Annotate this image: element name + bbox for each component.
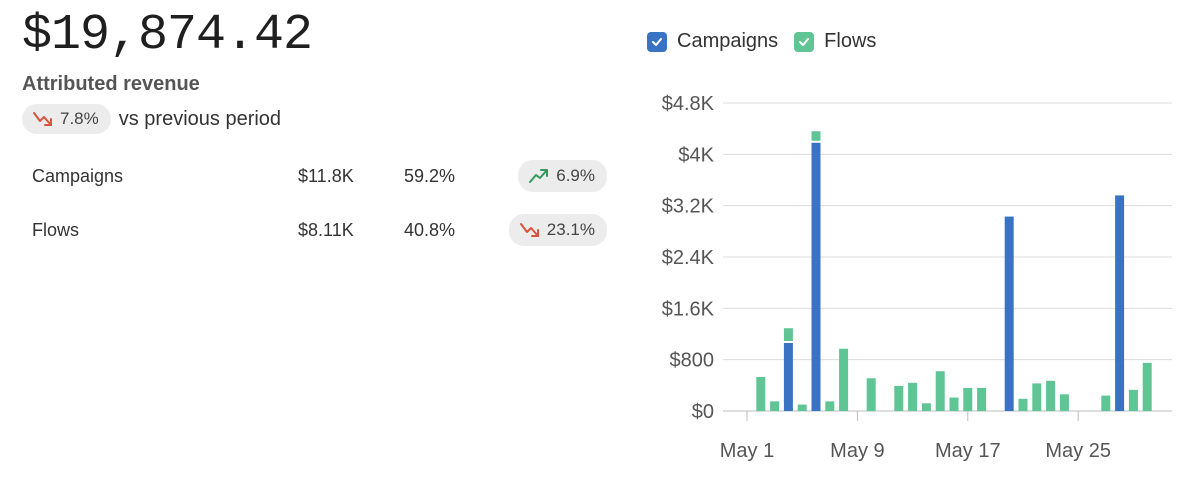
y-tick-label: $3.2K — [662, 196, 715, 218]
bar-flows-may-23 — [1046, 380, 1056, 411]
bar-flows-may-5 — [797, 404, 807, 411]
bar-flows-may-16 — [949, 397, 959, 411]
legend-label: Flows — [824, 30, 877, 52]
breakdown-value: $8.11K — [298, 220, 354, 240]
breakdown-change: 6.9% — [556, 166, 595, 185]
breakdown-name: Flows — [32, 220, 80, 240]
x-tick-label: May 25 — [1045, 440, 1111, 462]
bar-flows-may-12 — [894, 385, 904, 411]
bar-flows-may-21 — [1018, 398, 1028, 411]
x-tick-label: May 9 — [830, 440, 884, 462]
breakdown-name: Campaigns — [32, 166, 124, 186]
bar-flows-may-30 — [1142, 362, 1152, 411]
bar-flows-may-2 — [756, 376, 766, 411]
bar-flows-may-8 — [839, 348, 849, 411]
breakdown-change: 23.1% — [546, 220, 595, 239]
bar-flows-may-7 — [825, 401, 835, 411]
comparison-row: 7.8% vs previous period — [22, 104, 281, 134]
trend-up-icon — [529, 169, 549, 183]
bar-flows-may-4 — [783, 328, 793, 341]
checkbox-icon[interactable] — [647, 31, 667, 52]
breakdown-value: $11.8K — [298, 166, 354, 186]
total-revenue-label: Attributed revenue — [22, 73, 200, 95]
breakdown-share: 40.8% — [404, 220, 456, 240]
breakdown-change-badge: 6.9% — [518, 160, 607, 192]
bar-campaigns-may-4 — [783, 342, 793, 411]
trend-down-icon — [33, 112, 52, 126]
bar-flows-may-13 — [908, 382, 918, 411]
bar-campaigns-may-6 — [811, 142, 821, 412]
bar-flows-may-29 — [1128, 389, 1138, 411]
breakdown-row-flows[interactable]: Flows $8.11K 40.8% 23.1% — [32, 214, 607, 246]
bar-flows-may-10 — [866, 378, 876, 411]
breakdown-row-campaigns[interactable]: Campaigns $11.8K 59.2% 6.9% — [32, 160, 607, 192]
bar-flows-may-27 — [1101, 395, 1111, 411]
legend-item-flows[interactable]: Flows — [794, 30, 876, 53]
change-value: 7.8% — [60, 109, 99, 128]
bar-flows-may-24 — [1059, 394, 1069, 411]
bar-campaigns-may-20 — [1004, 216, 1014, 411]
y-tick-label: $800 — [670, 350, 715, 372]
bar-campaigns-may-28 — [1115, 195, 1125, 411]
comparison-text: vs previous period — [118, 107, 282, 130]
bar-flows-may-6 — [811, 131, 821, 141]
bar-flows-may-14 — [921, 403, 931, 411]
y-tick-label: $4.8K — [662, 93, 715, 115]
x-tick-label: May 17 — [935, 440, 1001, 462]
legend-label: Campaigns — [677, 30, 779, 52]
y-tick-label: $0 — [692, 401, 714, 423]
bar-flows-may-22 — [1032, 383, 1042, 411]
breakdown-change-badge: 23.1% — [508, 214, 607, 246]
bar-flows-may-15 — [935, 371, 945, 411]
x-tick-label: May 1 — [720, 440, 774, 462]
y-tick-label: $4K — [678, 144, 714, 166]
bar-flows-may-3 — [770, 401, 780, 411]
chart-legend: Campaigns Flows — [647, 30, 876, 53]
y-tick-label: $2.4K — [662, 247, 715, 269]
total-revenue: $19,874.42 — [22, 7, 313, 64]
legend-item-campaigns[interactable]: Campaigns — [647, 30, 778, 53]
bar-flows-may-18 — [977, 387, 987, 411]
change-badge: 7.8% — [22, 104, 111, 134]
checkbox-icon[interactable] — [794, 31, 815, 52]
breakdown-share: 59.2% — [404, 166, 456, 186]
bar-flows-may-17 — [963, 387, 973, 411]
trend-down-icon — [519, 223, 539, 237]
y-tick-label: $1.6K — [662, 298, 715, 320]
